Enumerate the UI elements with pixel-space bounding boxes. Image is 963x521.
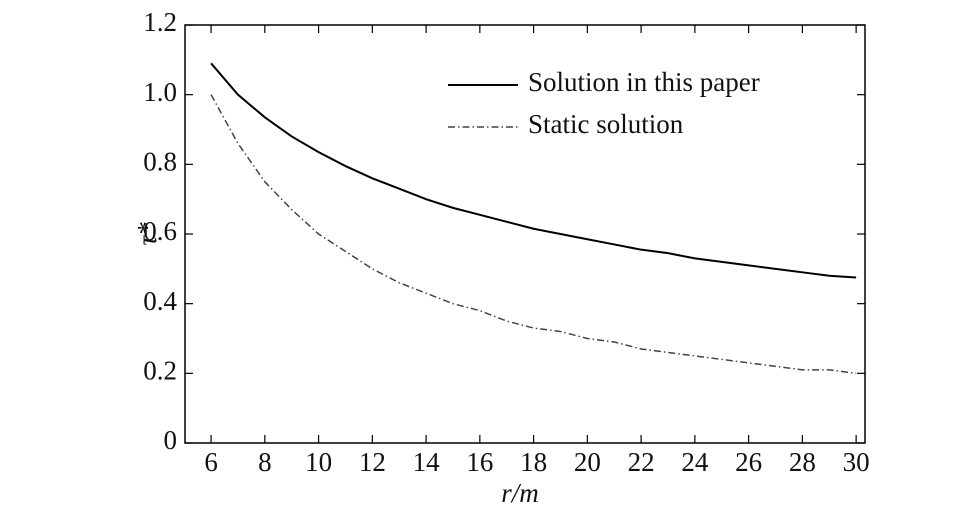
series-line [210,62,857,279]
x-tick-label: 8 [258,447,272,477]
y-tick-label: 0 [164,425,178,455]
x-tick-label: 30 [843,447,870,477]
x-tick-label: 14 [413,447,441,477]
x-tick-label: 18 [520,447,547,477]
series-line [210,94,857,375]
x-tick-label: 16 [466,447,493,477]
x-tick-label: 20 [574,447,601,477]
y-tick-label: 0.4 [143,286,177,316]
x-tick-label: 26 [735,447,762,477]
legend-label: Static solution [528,109,684,139]
y-axis-label: τ* [132,222,162,246]
x-tick-label: 22 [628,447,655,477]
plot-frame [184,24,866,444]
x-tick-label: 12 [359,447,386,477]
x-axis-label: r/m [501,478,539,508]
legend-label: Solution in this paper [528,67,760,97]
x-tick-label: 6 [204,447,218,477]
y-tick-label: 1.0 [143,77,177,107]
x-tick-label: 24 [681,447,709,477]
y-tick-label: 0.6 [143,216,177,246]
y-tick-label: 1.2 [143,7,177,37]
x-tick-label: 10 [305,447,332,477]
y-tick-label: 0.8 [143,147,177,177]
x-tick-label: 28 [789,447,816,477]
y-tick-label: 0.2 [143,356,177,386]
